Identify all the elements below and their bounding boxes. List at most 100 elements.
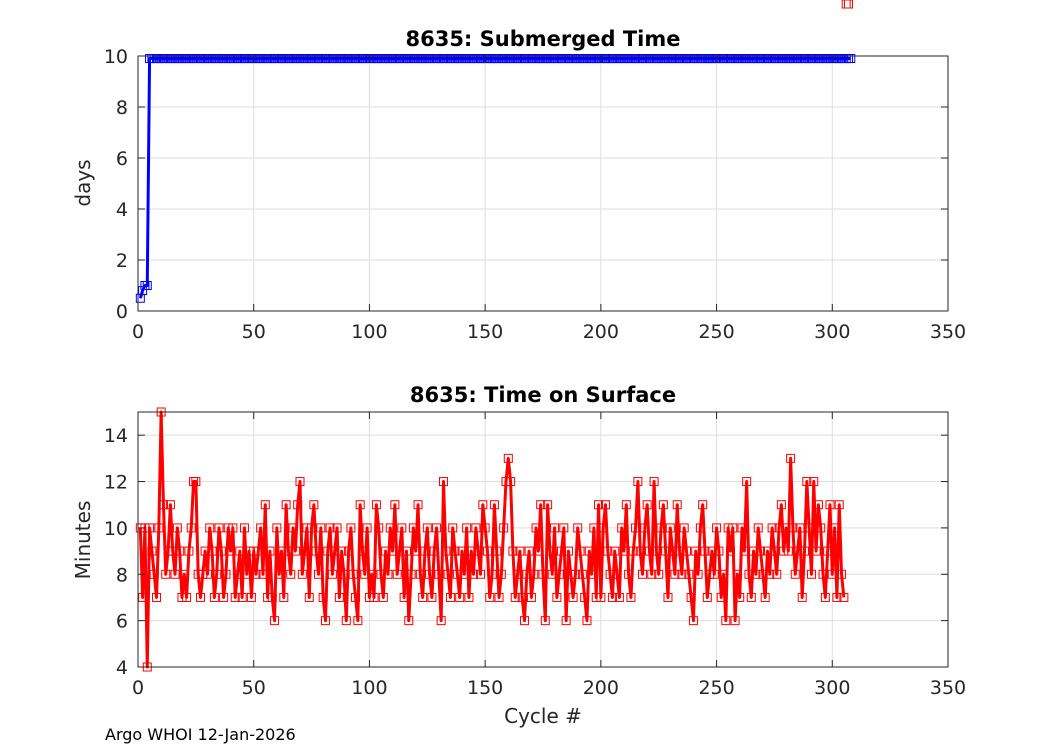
data-point [251, 569, 261, 579]
data-point [221, 569, 231, 579]
data-point [295, 477, 305, 487]
data-point [605, 569, 615, 579]
data-point [788, 523, 798, 533]
data-point [522, 569, 532, 579]
data-point [524, 546, 534, 556]
data-point [633, 477, 643, 487]
axes-box [137, 55, 949, 312]
data-point [246, 592, 256, 602]
data-point [566, 569, 576, 579]
data-point [469, 569, 479, 579]
data-point [399, 592, 409, 602]
data-point [827, 569, 837, 579]
data-point [177, 592, 187, 602]
data-point [661, 546, 671, 556]
y-axis-label: Minutes [71, 501, 95, 580]
data-point [573, 523, 583, 533]
y-tick-label: 6 [116, 148, 128, 170]
data-point [438, 477, 448, 487]
data-point [304, 592, 314, 602]
data-point [658, 500, 668, 510]
data-point [550, 523, 560, 533]
data-point [707, 546, 717, 556]
data-point [413, 500, 423, 510]
data-point [184, 546, 194, 556]
data-point [626, 592, 636, 602]
data-point [476, 569, 486, 579]
data-point [309, 500, 319, 510]
data-point [774, 523, 784, 533]
data-point [274, 569, 284, 579]
data-point [205, 523, 215, 533]
data-point [360, 569, 370, 579]
data-point [235, 546, 245, 556]
data-point [415, 569, 425, 579]
data-point [723, 523, 733, 533]
data-point [501, 477, 511, 487]
data-point [191, 477, 201, 487]
data-point [526, 592, 536, 602]
data-point [256, 523, 266, 533]
data-point [362, 523, 372, 533]
data-point [283, 546, 293, 556]
data-point [614, 592, 624, 602]
data-point [152, 592, 162, 602]
data-point [638, 569, 648, 579]
series-line [138, 410, 846, 669]
data-point [543, 500, 553, 510]
data-point [401, 546, 411, 556]
submerged-time-axes: 0 50 100 150 200 250 300 350 0 2 4 6 8 10 8635: Subme… [71, 27, 966, 343]
data-point [297, 569, 307, 579]
data-point [207, 546, 217, 556]
data-point [811, 546, 821, 556]
data-point [249, 546, 259, 556]
data-point [489, 500, 499, 510]
y-tick-label: 6 [116, 611, 128, 633]
x-tick-label: 100 [351, 321, 387, 343]
data-point [651, 546, 661, 556]
data-point [420, 546, 430, 556]
data-point [709, 569, 719, 579]
data-point [598, 523, 608, 533]
x-tick-label: 250 [698, 677, 734, 699]
data-point [513, 569, 523, 579]
surface-time-series [135, 0, 853, 672]
data-point [728, 523, 738, 533]
data-point [311, 546, 321, 556]
data-point [445, 592, 455, 602]
data-point [334, 592, 344, 602]
y-tick-label: 10 [104, 46, 128, 68]
data-point [485, 592, 495, 602]
data-point [823, 546, 833, 556]
data-point [628, 546, 638, 556]
data-point [691, 546, 701, 556]
data-point [161, 569, 171, 579]
x-tick-label: 150 [467, 677, 503, 699]
data-point [596, 592, 606, 602]
data-point [570, 569, 580, 579]
data-point [149, 569, 159, 579]
data-point [735, 592, 745, 602]
y-tick-label: 0 [116, 301, 128, 323]
data-point [603, 546, 613, 556]
data-point [656, 523, 666, 533]
data-point [163, 546, 173, 556]
data-point [716, 592, 726, 602]
data-point [816, 523, 826, 533]
data-point [765, 569, 775, 579]
ticks: 0 50 100 150 200 250 300 350 4 6 8 10 12 14 [104, 412, 966, 699]
data-point [432, 523, 442, 533]
data-point [487, 569, 497, 579]
data-point [589, 523, 599, 533]
data-point [679, 523, 689, 533]
data-point [154, 523, 164, 533]
data-point [839, 592, 849, 602]
data-point [443, 569, 453, 579]
data-point [355, 500, 365, 510]
data-point [138, 286, 148, 296]
data-point [290, 546, 300, 556]
data-point [175, 546, 185, 556]
data-point [508, 546, 518, 556]
data-point [825, 500, 835, 510]
data-point [758, 569, 768, 579]
